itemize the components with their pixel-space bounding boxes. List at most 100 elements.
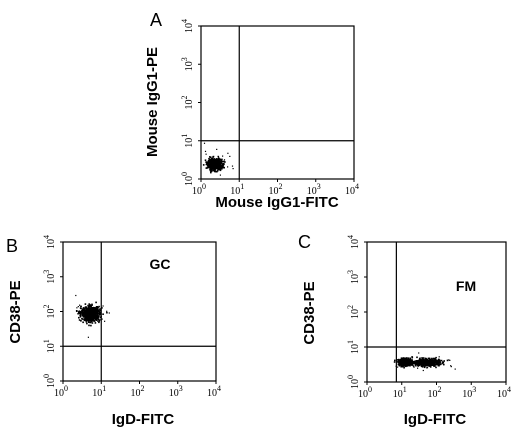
panel-c-event-dot [393, 361, 396, 363]
panel-c-event-dot [437, 361, 439, 364]
panel-b-event-dot [77, 306, 79, 308]
panel-a-event-dot [214, 170, 217, 173]
panel-c-event-dot [422, 369, 424, 372]
panel-b-event-dot [81, 318, 83, 320]
panel-c-event-dot [437, 363, 440, 366]
panel-c-event-dot [430, 361, 432, 363]
panel-c-event-dot [434, 359, 437, 362]
panel-c-event-dot [424, 357, 427, 360]
panel-c-event-dot [439, 361, 441, 363]
panel-b-event-dot [87, 315, 89, 317]
panel-b-x-axis-title: IgD-FITC [112, 411, 175, 428]
panel-a-event-dot [218, 165, 220, 167]
panel-c-event-dot [427, 362, 429, 364]
panel-b-event-dot [88, 324, 90, 327]
panel-a-event-dot [207, 165, 210, 168]
panel-b-event-dot [80, 305, 82, 307]
panel-a-event-dot [211, 163, 213, 165]
panel-b-event-dot [80, 320, 82, 322]
panel-c-event-dot [431, 357, 433, 360]
panel-a-event-dot [210, 167, 212, 169]
panel-c-event-dot [435, 359, 438, 361]
panel-b-event-dot [94, 313, 97, 315]
panel-c-event-dot [433, 365, 435, 367]
panel-c-event-dot [398, 358, 400, 361]
panel-b-event-dot [81, 310, 83, 312]
panel-b-event-dot [89, 311, 92, 314]
panel-b-event-dot [91, 307, 93, 309]
panel-c-event-dot [416, 362, 418, 364]
panel-b-event-dot [90, 318, 93, 320]
panel-c-event-dot [427, 361, 430, 363]
panel-b-event-dot [90, 306, 92, 308]
panel-c-event-dot [424, 364, 426, 366]
panel-c-event-dot [436, 362, 438, 365]
panel-c-event-dot [409, 360, 411, 363]
panel-a-event-dot [207, 160, 210, 162]
panel-b-event-dot [87, 314, 89, 316]
panel-b-event-dot [87, 304, 89, 307]
panel-c-event-dot [438, 364, 440, 367]
panel-a-event-dot [215, 167, 217, 170]
panel-b-event-dot [87, 321, 90, 323]
panel-b-y-tick-label: 100 [42, 374, 57, 388]
panel-c-event-dot [423, 362, 425, 364]
panel-c-event-dot [398, 362, 401, 364]
panel-c-event-dot [409, 364, 411, 367]
panel-b-event-dot [90, 307, 92, 310]
panel-b-event-dot [98, 305, 100, 308]
panel-a-event-dot [218, 160, 221, 162]
panel-c-event-dot [399, 360, 402, 362]
panel-c-x-tick-label: 103 [462, 385, 476, 400]
panel-a-event-dot [206, 161, 209, 164]
panel-c-event-dot [418, 364, 421, 367]
panel-a-event-dot [219, 163, 221, 166]
panel-b-event-dot [106, 310, 108, 312]
panel-c-event-dot [411, 364, 414, 366]
panel-b-event-dot [76, 307, 78, 309]
panel-c-event-dot [422, 361, 424, 363]
panel-b-event-dot [78, 316, 80, 319]
panel-c-event-dot [446, 359, 449, 362]
panel-c-event-dot [412, 362, 415, 365]
panel-a-event-dot [220, 160, 223, 162]
panel-a-event-dot [213, 160, 215, 162]
panel-c-event-dot [422, 363, 425, 365]
panel-b-y-tick-label: 104 [42, 235, 57, 249]
panel-b-event-dot [92, 313, 94, 315]
panel-c-event-dot [411, 357, 413, 359]
panel-c-event-dot [443, 363, 445, 366]
panel-a-event-dot [209, 165, 211, 167]
panel-c-event-dot [410, 363, 412, 366]
panel-a-event-dot [216, 163, 218, 166]
panel-a-event-dot [209, 164, 211, 166]
panel-a-event-dot [219, 162, 221, 165]
panel-a-event-dot [218, 163, 220, 166]
panel-c-event-dot [408, 363, 410, 366]
panel-c-event-dot [397, 366, 399, 368]
panel-c-event-dot [423, 365, 426, 368]
panel-a-event-dot [223, 163, 225, 166]
panel-c-event-dot [409, 357, 411, 359]
panel-c-event-dot [429, 363, 431, 366]
panel-c-event-dot [450, 365, 452, 367]
panel-c-event-dot [434, 363, 436, 366]
panel-a-event-dot [215, 159, 218, 162]
panel-c-event-dot [441, 363, 443, 365]
panel-a-event-dot [219, 158, 221, 161]
panel-b-event-dot [99, 308, 101, 310]
panel-b-event-dot [91, 311, 93, 314]
panel-a-event-dot [220, 165, 222, 167]
panel-b-event-dot [84, 303, 87, 305]
panel-c-event-dot [430, 362, 432, 365]
panel-a-event-dot [213, 168, 215, 171]
panel-c-event-dot [400, 365, 402, 368]
panel-c-event-dot [430, 364, 432, 367]
panel-a-event-dot [219, 174, 221, 176]
panel-b-event-dot [91, 314, 93, 317]
panel-a-event-dot [212, 164, 214, 167]
panel-c-event-dot [418, 363, 421, 365]
panel-b-event-dot [94, 315, 96, 317]
panel-b-event-dot [86, 317, 88, 320]
